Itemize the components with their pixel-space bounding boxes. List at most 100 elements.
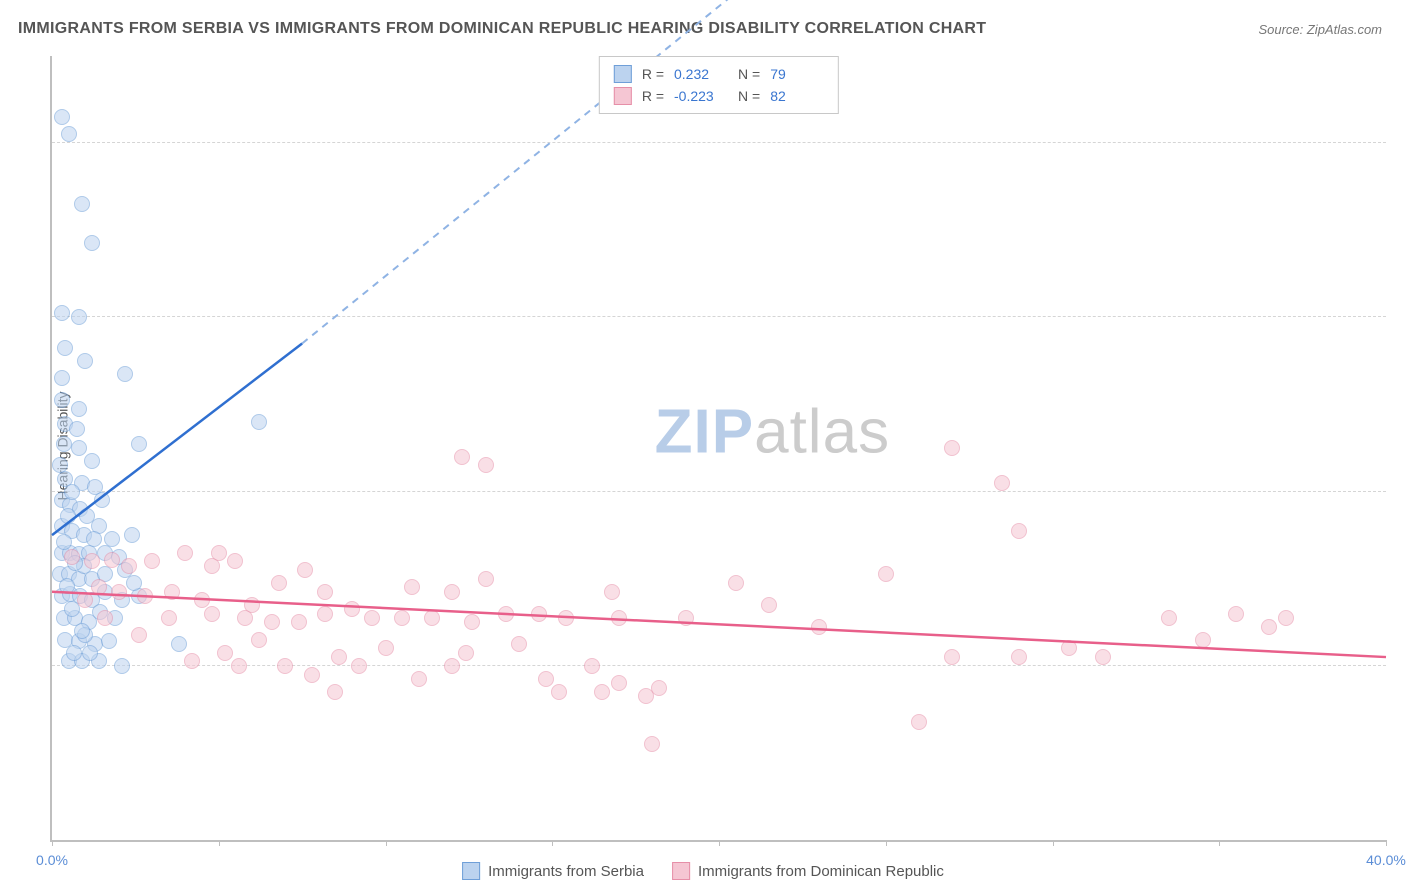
- scatter-point-serbia: [84, 235, 100, 251]
- scatter-point-serbia: [52, 457, 68, 473]
- x-tick: [386, 840, 387, 846]
- swatch-serbia: [614, 65, 632, 83]
- scatter-point-dominican: [511, 636, 527, 652]
- scatter-point-dominican: [458, 645, 474, 661]
- x-tick: [219, 840, 220, 846]
- scatter-point-dominican: [77, 592, 93, 608]
- legend-item-dominican: Immigrants from Dominican Republic: [672, 862, 944, 880]
- n-value-dominican: 82: [770, 88, 824, 104]
- watermark-part2: atlas: [754, 398, 890, 467]
- scatter-point-dominican: [97, 610, 113, 626]
- trendline-solid-serbia: [52, 343, 302, 535]
- scatter-point-dominican: [1161, 610, 1177, 626]
- swatch-dominican: [614, 87, 632, 105]
- watermark-logo: ZIPatlas: [655, 397, 890, 468]
- scatter-point-serbia: [251, 414, 267, 430]
- scatter-point-dominican: [411, 671, 427, 687]
- scatter-point-serbia: [57, 340, 73, 356]
- scatter-point-dominican: [558, 610, 574, 626]
- scatter-point-serbia: [54, 109, 70, 125]
- gridline-horizontal: [52, 491, 1386, 492]
- scatter-point-dominican: [604, 584, 620, 600]
- scatter-point-dominican: [994, 475, 1010, 491]
- scatter-point-dominican: [1261, 619, 1277, 635]
- x-tick: [1053, 840, 1054, 846]
- scatter-point-serbia: [94, 492, 110, 508]
- stats-row-serbia: R = 0.232 N = 79: [614, 63, 824, 85]
- n-label: N =: [738, 66, 760, 82]
- scatter-point-dominican: [227, 553, 243, 569]
- scatter-point-dominican: [1011, 523, 1027, 539]
- scatter-point-dominican: [404, 579, 420, 595]
- scatter-point-dominican: [498, 606, 514, 622]
- legend-label-dominican: Immigrants from Dominican Republic: [698, 863, 944, 880]
- scatter-point-dominican: [237, 610, 253, 626]
- scatter-point-dominican: [584, 658, 600, 674]
- scatter-point-dominican: [161, 610, 177, 626]
- scatter-point-dominican: [394, 610, 410, 626]
- scatter-point-dominican: [1278, 610, 1294, 626]
- scatter-point-dominican: [211, 545, 227, 561]
- scatter-point-serbia: [124, 527, 140, 543]
- scatter-point-dominican: [644, 736, 660, 752]
- series-legend: Immigrants from Serbia Immigrants from D…: [462, 862, 944, 880]
- r-label: R =: [642, 66, 664, 82]
- scatter-point-dominican: [184, 653, 200, 669]
- x-tick: [52, 840, 53, 846]
- stats-legend-box: R = 0.232 N = 79 R = -0.223 N = 82: [599, 56, 839, 114]
- scatter-point-dominican: [177, 545, 193, 561]
- scatter-point-dominican: [551, 684, 567, 700]
- scatter-point-serbia: [69, 421, 85, 437]
- scatter-point-dominican: [478, 571, 494, 587]
- scatter-point-serbia: [131, 436, 147, 452]
- scatter-point-dominican: [611, 675, 627, 691]
- scatter-point-dominican: [1195, 632, 1211, 648]
- x-tick: [719, 840, 720, 846]
- scatter-point-dominican: [611, 610, 627, 626]
- x-tick-label: 40.0%: [1366, 852, 1406, 868]
- scatter-point-dominican: [217, 645, 233, 661]
- scatter-point-dominican: [444, 658, 460, 674]
- y-tick-label: 8.0%: [1391, 119, 1406, 135]
- scatter-point-serbia: [117, 366, 133, 382]
- scatter-point-dominican: [1095, 649, 1111, 665]
- scatter-point-dominican: [137, 588, 153, 604]
- scatter-point-dominican: [231, 658, 247, 674]
- scatter-point-dominican: [944, 649, 960, 665]
- scatter-point-serbia: [79, 508, 95, 524]
- swatch-dominican: [672, 862, 690, 880]
- scatter-point-serbia: [56, 534, 72, 550]
- r-label: R =: [642, 88, 664, 104]
- watermark-part1: ZIP: [655, 398, 754, 467]
- y-tick-label: 6.0%: [1391, 293, 1406, 309]
- plot-area: ZIPatlas R = 0.232 N = 79 R = -0.223 N =…: [50, 56, 1386, 842]
- scatter-point-serbia: [86, 531, 102, 547]
- x-tick: [1219, 840, 1220, 846]
- scatter-point-dominican: [144, 553, 160, 569]
- scatter-point-serbia: [66, 645, 82, 661]
- scatter-point-dominican: [291, 614, 307, 630]
- x-tick: [886, 840, 887, 846]
- scatter-point-dominican: [271, 575, 287, 591]
- n-value-serbia: 79: [770, 66, 824, 82]
- scatter-point-dominican: [297, 562, 313, 578]
- scatter-point-serbia: [54, 370, 70, 386]
- source-attribution: Source: ZipAtlas.com: [1258, 22, 1382, 37]
- scatter-point-dominican: [811, 619, 827, 635]
- y-tick-label: 2.0%: [1391, 642, 1406, 658]
- scatter-point-serbia: [61, 126, 77, 142]
- scatter-point-serbia: [71, 309, 87, 325]
- scatter-point-dominican: [351, 658, 367, 674]
- chart-title: IMMIGRANTS FROM SERBIA VS IMMIGRANTS FRO…: [18, 20, 986, 38]
- scatter-point-dominican: [104, 552, 120, 568]
- scatter-point-dominican: [327, 684, 343, 700]
- scatter-point-dominican: [1011, 649, 1027, 665]
- scatter-point-dominican: [204, 606, 220, 622]
- scatter-point-serbia: [77, 353, 93, 369]
- y-tick-label: 4.0%: [1391, 468, 1406, 484]
- scatter-point-serbia: [64, 484, 80, 500]
- scatter-point-serbia: [56, 436, 72, 452]
- scatter-point-dominican: [317, 606, 333, 622]
- scatter-point-serbia: [126, 575, 142, 591]
- scatter-point-dominican: [264, 614, 280, 630]
